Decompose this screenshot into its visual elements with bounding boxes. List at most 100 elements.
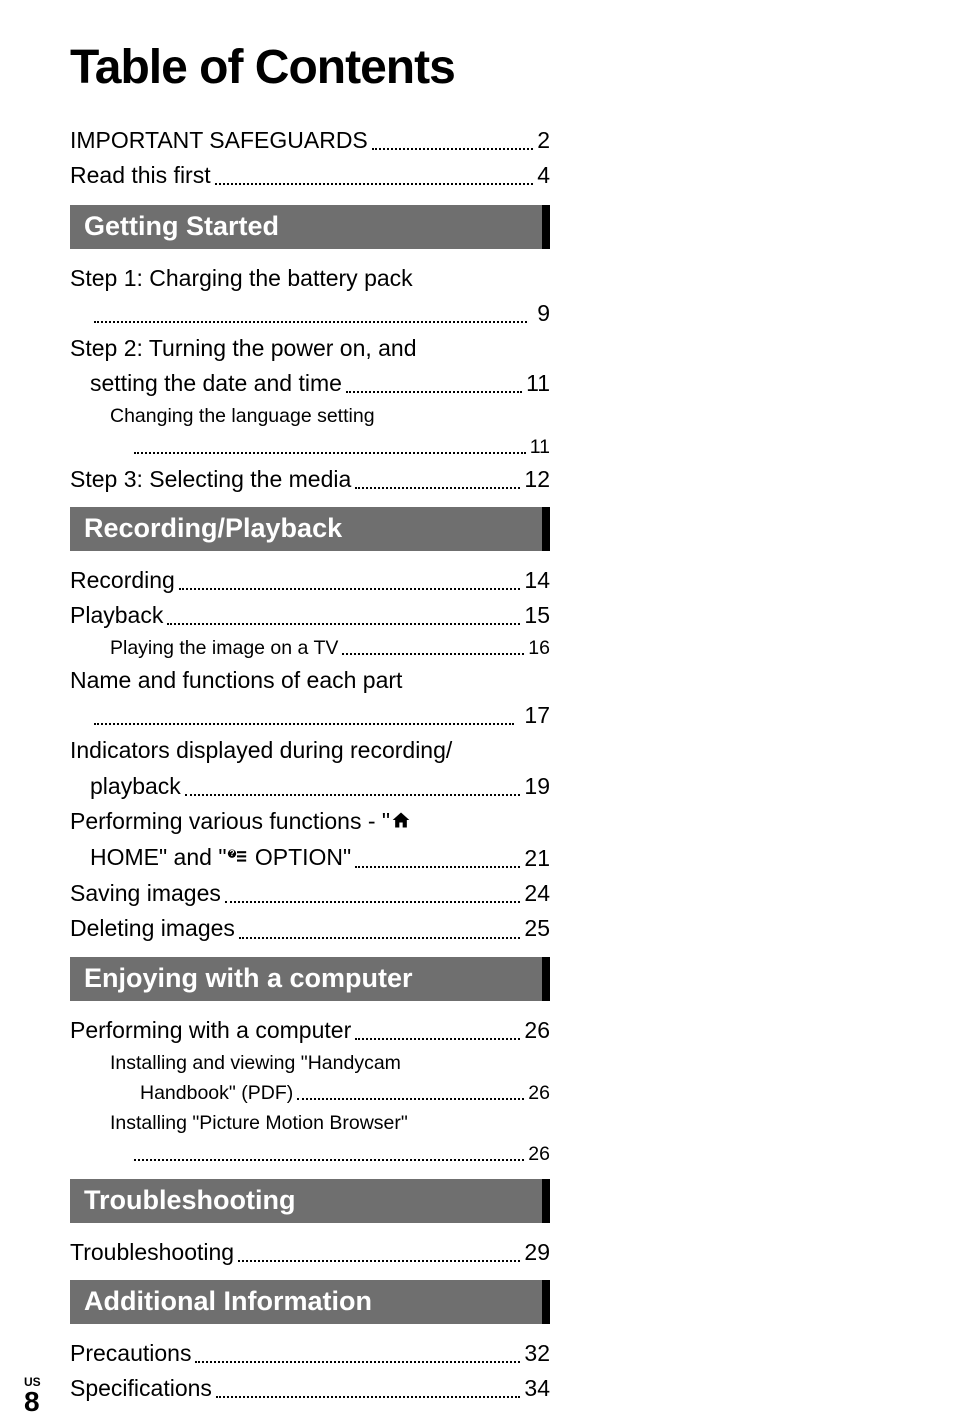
toc-page: 24 — [524, 878, 550, 909]
toc-sub-entry: Installing "Picture Motion Browser" — [70, 1110, 550, 1136]
toc-label-text: OPTION" — [248, 844, 351, 870]
toc-dots — [134, 452, 526, 454]
toc-entry: Deleting images 25 — [70, 913, 550, 944]
toc-entry: Saving images 24 — [70, 878, 550, 909]
toc-dots — [94, 723, 514, 725]
toc-label: playback — [90, 771, 181, 802]
toc-entry: Indicators displayed during recording/ — [70, 735, 550, 766]
toc-dots — [372, 148, 533, 150]
page-container: Table of Contents IMPORTANT SAFEGUARDS 2… — [0, 0, 954, 1428]
home-icon — [391, 807, 411, 838]
toc-label: Performing with a computer — [70, 1015, 351, 1046]
section-header-additional-info: Additional Information — [70, 1280, 550, 1324]
toc-page: 25 — [524, 913, 550, 944]
toc-page: 14 — [524, 565, 550, 596]
toc-label: Recording — [70, 565, 175, 596]
toc-sub-entry-continuation: Handbook" (PDF) 26 — [70, 1080, 550, 1106]
toc-page: 21 — [524, 843, 550, 874]
toc-label: Handbook" (PDF) — [140, 1080, 293, 1106]
toc-column: IMPORTANT SAFEGUARDS 2 Read this first 4… — [70, 125, 550, 1404]
toc-entry: Playback 15 — [70, 600, 550, 631]
toc-dots — [355, 866, 520, 868]
section-header-troubleshooting: Troubleshooting — [70, 1179, 550, 1223]
toc-page: 11 — [526, 368, 550, 399]
toc-page: 34 — [524, 1373, 550, 1404]
toc-label: Saving images — [70, 878, 221, 909]
toc-page: 26 — [524, 1015, 550, 1046]
toc-label-text: HOME" and " — [90, 844, 226, 870]
toc-dots — [239, 937, 520, 939]
toc-page: 19 — [524, 771, 550, 802]
toc-dots — [297, 1098, 524, 1100]
toc-label: Playing the image on a TV — [110, 635, 338, 661]
toc-dots — [342, 653, 524, 655]
toc-page: 15 — [524, 600, 550, 631]
toc-sub-entry: Changing the language setting — [70, 403, 550, 429]
toc-label: Performing various functions - " — [70, 806, 412, 838]
toc-dots — [179, 588, 521, 590]
toc-entry: Specifications 34 — [70, 1373, 550, 1404]
toc-entry: Recording 14 — [70, 565, 550, 596]
toc-page: 16 — [528, 635, 550, 661]
svg-text:?: ? — [230, 849, 235, 859]
toc-label: Specifications — [70, 1373, 212, 1404]
toc-dots — [225, 901, 521, 903]
toc-sub-entry: Playing the image on a TV 16 — [70, 635, 550, 661]
toc-dots — [167, 623, 520, 625]
toc-page: 26 — [528, 1080, 550, 1106]
toc-page: 26 — [528, 1141, 550, 1167]
toc-entry: Name and functions of each part — [70, 665, 550, 696]
footer-region-code: US — [24, 1376, 41, 1388]
toc-entry-continuation: HOME" and "? OPTION" 21 — [70, 842, 550, 874]
page-title: Table of Contents — [70, 40, 894, 95]
toc-page: 9 — [537, 298, 550, 329]
toc-entry-continuation: 17 — [70, 700, 550, 731]
toc-page: 29 — [524, 1237, 550, 1268]
toc-dots — [238, 1260, 520, 1262]
toc-dots — [216, 1396, 520, 1398]
toc-label: Installing "Picture Motion Browser" — [110, 1110, 408, 1136]
toc-entry: Step 1: Charging the battery pack — [70, 263, 550, 294]
toc-entry-continuation: setting the date and time 11 — [70, 368, 550, 399]
toc-sub-entry-continuation: 26 — [70, 1141, 550, 1167]
toc-label: Deleting images — [70, 913, 235, 944]
section-header-getting-started: Getting Started — [70, 205, 550, 249]
toc-label: Playback — [70, 600, 163, 631]
footer-page-number: 8 — [24, 1388, 41, 1416]
toc-label: IMPORTANT SAFEGUARDS — [70, 125, 368, 156]
toc-entry: Step 2: Turning the power on, and — [70, 333, 550, 364]
toc-entry: Troubleshooting 29 — [70, 1237, 550, 1268]
toc-label: Read this first — [70, 160, 211, 191]
toc-page: 12 — [524, 464, 550, 495]
toc-entry-continuation: 9 — [70, 298, 550, 329]
toc-dots — [134, 1159, 524, 1161]
toc-label: Changing the language setting — [110, 403, 375, 429]
toc-dots — [94, 321, 527, 323]
toc-entry-continuation: playback 19 — [70, 771, 550, 802]
toc-dots — [355, 1038, 520, 1040]
toc-label: Installing and viewing "Handycam — [110, 1050, 401, 1076]
toc-entry: Precautions 32 — [70, 1338, 550, 1369]
toc-dots — [355, 487, 520, 489]
toc-dots — [185, 794, 521, 796]
toc-entry: Read this first 4 — [70, 160, 550, 191]
toc-dots — [346, 391, 522, 393]
option-icon: ? — [227, 843, 247, 874]
toc-page: 17 — [524, 700, 550, 731]
toc-label: Step 2: Turning the power on, and — [70, 333, 417, 364]
toc-label: Step 3: Selecting the media — [70, 464, 351, 495]
toc-entry: Step 3: Selecting the media 12 — [70, 464, 550, 495]
toc-dots — [195, 1361, 520, 1363]
toc-sub-entry-continuation: 11 — [70, 434, 550, 460]
section-header-enjoying-computer: Enjoying with a computer — [70, 957, 550, 1001]
toc-entry: Performing various functions - " — [70, 806, 550, 838]
toc-page: 4 — [537, 160, 550, 191]
toc-entry: Performing with a computer 26 — [70, 1015, 550, 1046]
toc-label: setting the date and time — [90, 368, 342, 399]
pre-section: IMPORTANT SAFEGUARDS 2 Read this first 4 — [70, 125, 550, 191]
section-header-recording-playback: Recording/Playback — [70, 507, 550, 551]
toc-dots — [215, 183, 534, 185]
page-footer: US 8 — [24, 1376, 41, 1416]
toc-label: Indicators displayed during recording/ — [70, 735, 452, 766]
toc-label: Step 1: Charging the battery pack — [70, 263, 413, 294]
